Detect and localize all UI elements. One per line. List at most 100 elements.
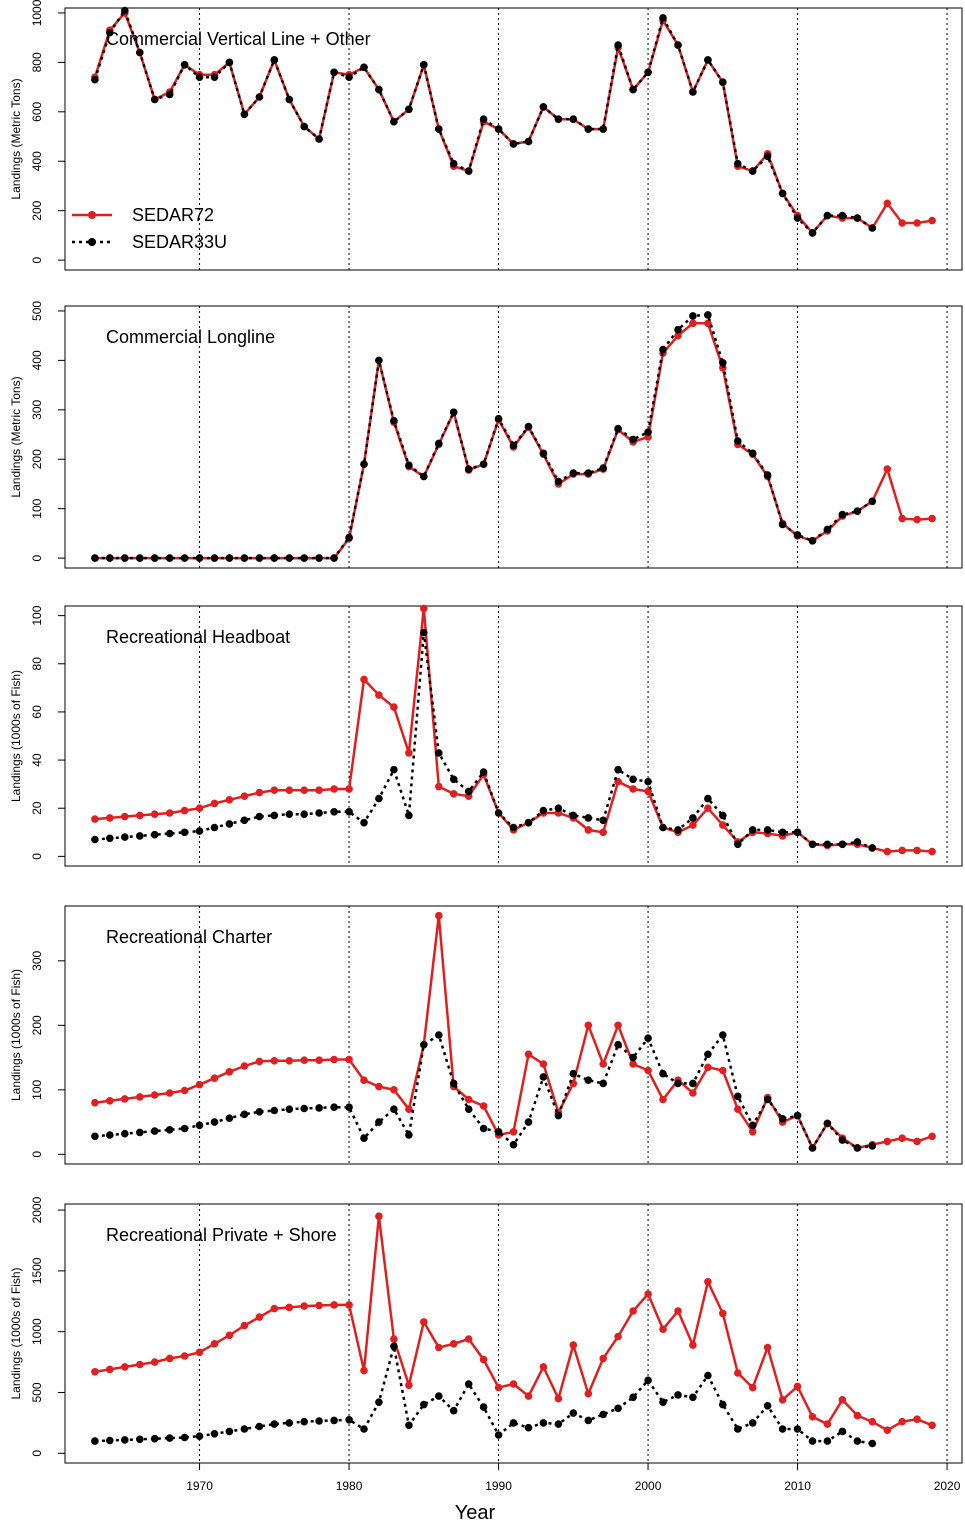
- data-point: [315, 1301, 323, 1310]
- data-point: [345, 1301, 353, 1309]
- data-point: [375, 1398, 383, 1406]
- data-point: [689, 1079, 697, 1088]
- data-point: [524, 1118, 533, 1126]
- panel-frame: [64, 605, 963, 867]
- data-point: [300, 1302, 309, 1310]
- data-point: [509, 1140, 518, 1149]
- data-point: [584, 1076, 593, 1084]
- y-tick-label: 40: [30, 753, 44, 767]
- data-point: [210, 73, 219, 81]
- data-point: [165, 1089, 174, 1097]
- series-sedar33u: [91, 1031, 877, 1152]
- data-point: [464, 787, 473, 796]
- data-point: [255, 554, 264, 562]
- data-point: [270, 1304, 279, 1313]
- data-point: [330, 808, 338, 816]
- legend-label: SEDAR72: [132, 205, 214, 225]
- data-point: [629, 435, 637, 444]
- data-point: [210, 1340, 219, 1348]
- data-point: [494, 1431, 503, 1439]
- data-point: [808, 537, 817, 545]
- data-point: [644, 428, 652, 436]
- data-point: [584, 1021, 593, 1030]
- data-point: [420, 1400, 428, 1409]
- series-line: [94, 313, 873, 560]
- panel-2: 0 100 200 300 400 500 Landings (Metric Tons) Co…: [9, 301, 963, 569]
- data-point: [180, 554, 189, 562]
- data-point: [838, 1136, 847, 1144]
- data-point: [375, 691, 383, 699]
- data-point: [569, 115, 578, 123]
- data-point: [734, 1425, 742, 1433]
- data-point: [719, 78, 727, 86]
- data-point: [210, 799, 219, 808]
- y-tick-label: 0: [30, 256, 44, 263]
- data-point: [569, 1069, 578, 1078]
- data-point: [330, 1416, 338, 1425]
- panel-3: 0 20 40 60 80 100 Landings (1000s of Fish) Recr…: [9, 604, 963, 867]
- x-axis-label: Year: [455, 1502, 496, 1523]
- data-point: [136, 1128, 144, 1137]
- data-point: [763, 471, 772, 479]
- data-point: [464, 167, 473, 175]
- y-tick-label: 80: [30, 657, 44, 671]
- data-point: [793, 531, 802, 539]
- data-point: [390, 1342, 398, 1351]
- data-point: [375, 1118, 383, 1126]
- data-point: [285, 786, 294, 794]
- data-point: [928, 1421, 936, 1430]
- data-point: [838, 1427, 847, 1436]
- data-point: [210, 823, 219, 832]
- data-point: [898, 219, 906, 227]
- data-point: [853, 507, 862, 515]
- data-point: [345, 73, 353, 81]
- data-point: [165, 1354, 174, 1363]
- data-point: [150, 810, 159, 818]
- data-point: [898, 1134, 906, 1142]
- series-sedar72: [91, 319, 936, 562]
- y-tick-label: 500: [30, 1382, 44, 1402]
- data-point: [300, 786, 309, 794]
- data-point: [704, 56, 712, 64]
- data-point: [435, 439, 443, 448]
- data-point: [494, 125, 503, 133]
- data-point: [734, 1092, 742, 1101]
- data-point: [644, 1066, 652, 1075]
- legend-marker: [88, 211, 96, 219]
- data-point: [554, 115, 563, 123]
- data-point: [928, 216, 936, 225]
- y-tick-label: 200: [30, 1015, 44, 1035]
- panel-frame: [64, 7, 963, 271]
- data-point: [210, 1074, 219, 1082]
- data-point: [360, 1425, 368, 1433]
- data-point: [719, 1031, 727, 1039]
- data-point: [913, 515, 921, 524]
- data-point: [674, 1391, 682, 1399]
- data-point: [629, 85, 637, 94]
- data-point: [270, 554, 279, 562]
- data-point: [91, 75, 99, 84]
- data-point: [405, 1105, 413, 1113]
- y-tick-label: 400: [30, 151, 44, 171]
- data-point: [240, 554, 249, 562]
- data-point: [464, 1335, 473, 1343]
- y-tick-label: 1500: [30, 1257, 44, 1284]
- x-tick-label: 2000: [635, 1479, 662, 1493]
- data-point: [928, 847, 936, 856]
- series-line: [94, 1216, 933, 1432]
- data-point: [569, 469, 578, 477]
- data-point: [195, 1080, 204, 1089]
- data-point: [449, 408, 458, 417]
- data-point: [614, 765, 622, 774]
- data-point: [748, 1419, 757, 1427]
- data-point: [778, 189, 787, 198]
- data-point: [195, 554, 204, 562]
- panel-title: Commercial Longline: [106, 327, 275, 347]
- data-point: [853, 1144, 862, 1152]
- data-point: [599, 464, 607, 472]
- data-point: [689, 814, 697, 822]
- data-point: [599, 1060, 607, 1068]
- data-point: [838, 840, 847, 849]
- data-point: [479, 460, 488, 469]
- data-point: [629, 785, 637, 793]
